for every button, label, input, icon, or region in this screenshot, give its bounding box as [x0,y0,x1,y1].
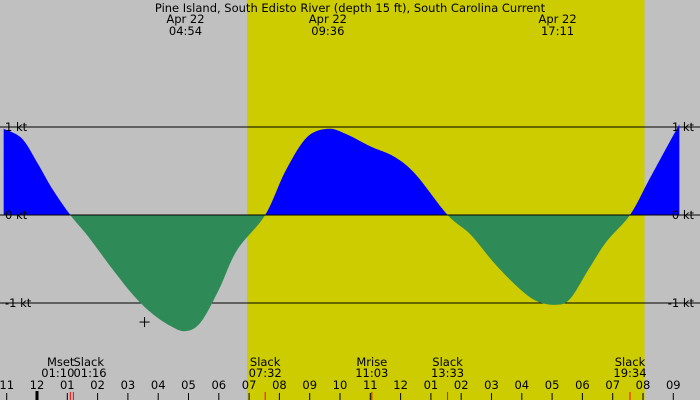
event-time-label: 19:34 [613,366,646,380]
hour-tick-label: 04 [151,378,166,392]
y-tick-label: -1 kt [5,296,32,310]
hour-tick-label: 05 [181,378,196,392]
hour-tick-label: 07 [242,378,257,392]
ebb-current-area [3,215,680,332]
hour-tick-label: 12 [393,378,408,392]
event-name-label: Slack [432,355,463,369]
flood-current-area [3,124,680,215]
hour-tick-label: 09 [666,378,681,392]
event-time-label: 11:03 [355,366,388,380]
hour-tick-label: 12 [30,378,45,392]
event-name-label: Slack [73,355,104,369]
event-name-label: Mset [47,355,75,369]
event-time-label: 13:33 [431,366,464,380]
hour-tick-label: 09 [302,378,317,392]
hour-tick-label: 02 [454,378,469,392]
peak-time-label: 09:36 [311,24,344,38]
hour-tick-label: 06 [211,378,226,392]
hour-tick-label: 08 [636,378,651,392]
y-tick-label-right: 1 kt [672,120,695,134]
hour-ticks: 11 12 01 02 03 04 05 06 07 08 09 10 11 12 01 02 03 04 05 06… [0,378,681,400]
peak-date-label: Apr 22 [538,12,576,26]
hour-tick-label: 11 [0,378,14,392]
peak-date-label: Apr 22 [309,12,347,26]
peak-date-label: Apr 22 [166,12,204,26]
hour-tick-label: 03 [484,378,499,392]
hour-tick-label: 01 [424,378,439,392]
y-tick-label-right: -1 kt [668,296,695,310]
hour-tick-label: 05 [545,378,560,392]
y-tick-label-right: 0 kt [672,208,695,222]
hour-tick-label: 02 [90,378,105,392]
hour-tick-label: 07 [605,378,620,392]
hour-tick-label: 03 [121,378,136,392]
event-name-label: Slack [615,355,646,369]
hour-tick-label: 04 [514,378,529,392]
event-time-label: 01:10 [41,366,74,380]
hour-tick-label: 01 [60,378,75,392]
current-time-cross [139,317,150,328]
y-axis-labels: 1 kt 1 kt 0 kt 0 kt -1 kt -1 kt [5,120,694,310]
event-time-label: 07:32 [249,366,282,380]
event-labels: Mset01:10Slack01:16Slack07:32Mrise11:03S… [41,355,646,380]
event-time-label: 01:16 [73,366,106,380]
hour-tick-label: 10 [333,378,348,392]
peak-time-label: 17:11 [541,24,574,38]
y-tick-label: 0 kt [5,208,28,222]
peak-time-label: 04:54 [169,24,202,38]
gridlines [0,126,700,304]
hour-tick-label: 11 [363,378,378,392]
hour-tick-label: 08 [272,378,287,392]
y-tick-label: 1 kt [5,120,28,134]
hour-tick-label: 06 [575,378,590,392]
event-name-label: Mrise [356,355,387,369]
event-name-label: Slack [250,355,281,369]
chart-title: Pine Island, South Edisto River (depth 1… [155,1,546,15]
